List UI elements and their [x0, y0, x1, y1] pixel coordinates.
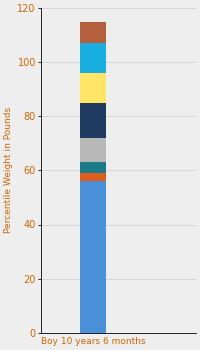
Bar: [80, 22, 106, 43]
Bar: [80, 173, 106, 181]
Y-axis label: Percentile Weight in Pounds: Percentile Weight in Pounds: [4, 107, 13, 233]
Bar: [80, 181, 106, 332]
Bar: [80, 43, 106, 73]
Bar: [80, 73, 106, 103]
Bar: [80, 138, 106, 162]
Bar: [80, 162, 106, 173]
Bar: [80, 103, 106, 138]
